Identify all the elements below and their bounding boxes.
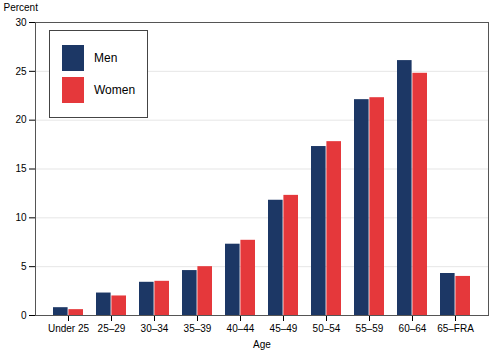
html-text:Women: Women bbox=[94, 83, 136, 97]
svg-text:Percent: Percent bbox=[4, 2, 39, 13]
svg-text:50–54: 50–54 bbox=[313, 323, 341, 334]
svg-text:10: 10 bbox=[15, 212, 27, 223]
svg-text:5: 5 bbox=[21, 261, 27, 272]
svg-text:35–39: 35–39 bbox=[184, 323, 212, 334]
svg-text:65–FRA: 65–FRA bbox=[437, 323, 474, 334]
svg-text:60–64: 60–64 bbox=[399, 323, 427, 334]
svg-text:45–49: 45–49 bbox=[270, 323, 298, 334]
svg-text:30–34: 30–34 bbox=[141, 323, 169, 334]
svg-text:Under 25: Under 25 bbox=[48, 323, 90, 334]
svg-text:15: 15 bbox=[15, 163, 27, 174]
html-text:Men: Men bbox=[94, 51, 118, 65]
svg-text:30: 30 bbox=[15, 17, 27, 28]
svg-text:55–59: 55–59 bbox=[356, 323, 384, 334]
svg-text:Age: Age bbox=[253, 339, 271, 350]
svg-text:40–44: 40–44 bbox=[227, 323, 255, 334]
svg-text:25: 25 bbox=[15, 66, 27, 77]
svg-text:0: 0 bbox=[21, 310, 27, 321]
svg-text:25–29: 25–29 bbox=[98, 323, 126, 334]
svg-text:20: 20 bbox=[15, 114, 27, 125]
